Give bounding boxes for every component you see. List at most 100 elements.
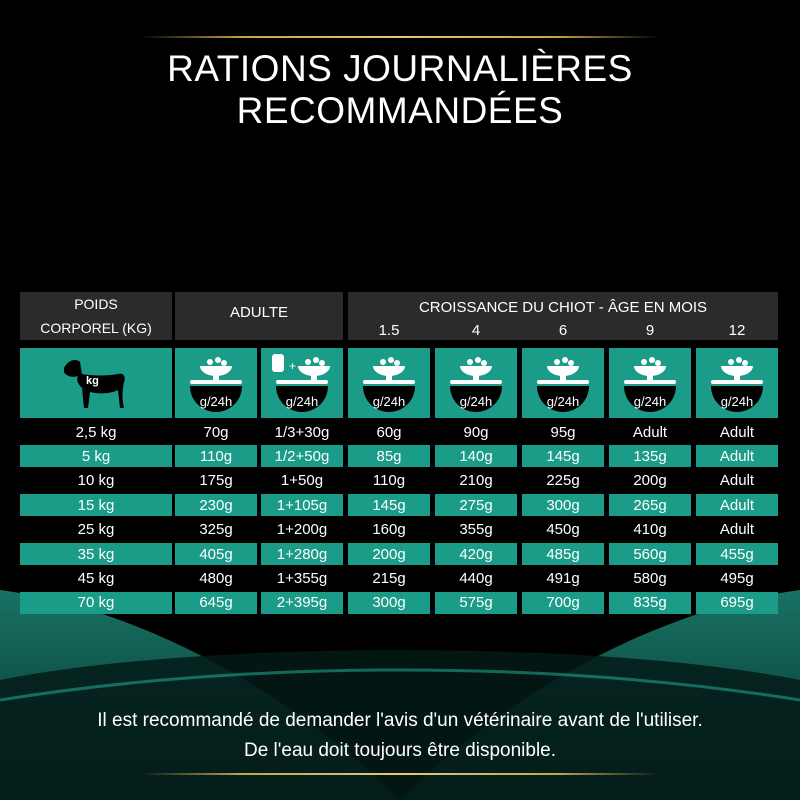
header-age: 12 — [728, 321, 746, 339]
ration-cell: 700g — [522, 591, 604, 614]
header-age: 1.5 — [378, 321, 400, 339]
ration-cell: 95g — [550, 423, 576, 441]
ration-cell: 110g — [175, 445, 257, 468]
header-growth-bg — [348, 292, 778, 340]
ration-cell: 1+280g — [261, 543, 343, 565]
ration-cell: 440g — [459, 569, 493, 587]
icon-cell: g/24h — [175, 348, 257, 418]
icon-cell: kg — [20, 348, 172, 418]
ration-cell: 1+355g — [276, 569, 328, 587]
ration-cell: 480g — [199, 569, 233, 587]
weight-cell: 70 kg — [20, 591, 172, 614]
ration-cell: 2+395g — [261, 591, 343, 614]
ration-unit: g/24h — [373, 394, 406, 409]
ration-icon: + g/24h — [272, 354, 330, 412]
ration-cell: Adult — [719, 423, 755, 441]
ration-icon: g/24h — [624, 357, 676, 412]
ration-cell: 491g — [546, 569, 580, 587]
ration-cell: 575g — [435, 591, 517, 614]
ration-cell: 1+200g — [276, 521, 328, 539]
weight-cell: 25 kg — [77, 521, 115, 539]
ration-cell: 160g — [372, 521, 406, 539]
ration-cell: 1+50g — [280, 472, 324, 490]
ration-unit: g/24h — [200, 394, 233, 409]
ration-cell: 420g — [435, 543, 517, 565]
ration-cell: 140g — [435, 445, 517, 468]
header-age: 9 — [645, 321, 655, 339]
ration-cell: 85g — [348, 445, 430, 468]
ration-icon: g/24h — [190, 357, 242, 412]
ration-cell: 405g — [175, 543, 257, 565]
weight-cell: 15 kg — [20, 494, 172, 517]
svg-text:+: + — [289, 359, 296, 373]
footer: Il est recommandé de demander l'avis d'u… — [0, 706, 800, 766]
ration-cell: Adult — [632, 423, 668, 441]
ration-icon: g/24h — [537, 357, 589, 412]
weight-cell: 2,5 kg — [75, 423, 117, 441]
ration-cell: 1+105g — [261, 494, 343, 517]
icon-cell: g/24h — [348, 348, 430, 418]
ration-cell: 560g — [609, 543, 691, 565]
weight-cell: 10 kg — [77, 472, 115, 490]
ration-cell: 300g — [348, 591, 430, 614]
ration-cell: 835g — [609, 591, 691, 614]
icon-cell: g/24h — [435, 348, 517, 418]
ration-cell: 230g — [175, 494, 257, 517]
ration-cell: 110g — [372, 472, 406, 490]
icon-cell: g/24h — [522, 348, 604, 418]
ration-cell: 1/2+50g — [261, 445, 343, 468]
ration-cell: 225g — [546, 472, 580, 490]
ration-cell: 90g — [463, 423, 489, 441]
ration-cell: 275g — [435, 494, 517, 517]
footer-line: Il est recommandé de demander l'avis d'u… — [97, 710, 703, 731]
ration-cell: 135g — [609, 445, 691, 468]
ration-cell: 200g — [348, 543, 430, 565]
ration-cell: 645g — [175, 591, 257, 614]
ration-cell: 70g — [203, 423, 229, 441]
ration-cell: 175g — [199, 472, 233, 490]
header-age: 6 — [558, 321, 568, 339]
header-weight-line: POIDS — [74, 296, 118, 312]
ration-cell: 215g — [372, 569, 406, 587]
header-adult: ADULTE — [175, 292, 343, 340]
weight-cell: 5 kg — [20, 445, 172, 468]
header-weight: POIDS CORPOREL (KG) — [20, 292, 172, 340]
ration-cell: 200g — [633, 472, 667, 490]
ration-cell: 455g — [696, 543, 778, 565]
ration-cell: 450g — [546, 521, 580, 539]
header-growth: CROISSANCE DU CHIOT - ÂGE EN MOIS — [418, 298, 708, 316]
header-age: 4 — [471, 321, 481, 339]
ration-cell: 265g — [609, 494, 691, 517]
weight-cell: 35 kg — [20, 543, 172, 565]
dog-icon: kg — [64, 360, 125, 408]
ration-unit: g/24h — [286, 394, 319, 409]
ration-cell: Adult — [719, 521, 755, 539]
gold-rule — [140, 773, 660, 775]
ration-unit: g/24h — [721, 394, 754, 409]
ration-cell: 210g — [459, 472, 493, 490]
ration-icon: g/24h — [711, 357, 763, 412]
ration-cell: 325g — [199, 521, 233, 539]
ration-cell: Adult — [719, 472, 755, 490]
ration-cell: 1/3+30g — [274, 423, 330, 441]
ration-cell: 495g — [720, 569, 754, 587]
footer-line: De l'eau doit toujours être disponible. — [243, 740, 557, 761]
ration-cell: 485g — [522, 543, 604, 565]
icon-cell: g/24h — [696, 348, 778, 418]
ration-cell: 695g — [696, 591, 778, 614]
icon-cell: + g/24h — [261, 348, 343, 418]
ration-cell: 580g — [633, 569, 667, 587]
title: RATIONS JOURNALIÈRES RECOMMANDÉES — [167, 48, 633, 131]
ration-icon: g/24h — [450, 357, 502, 412]
ration-cell: 145g — [522, 445, 604, 468]
header-weight-line: CORPOREL (KG) — [40, 320, 152, 336]
gold-rule — [140, 36, 660, 38]
weight-cell: 45 kg — [77, 569, 115, 587]
ration-cell: 60g — [376, 423, 402, 441]
ration-unit: g/24h — [460, 394, 493, 409]
ration-cell: 145g — [348, 494, 430, 517]
ration-cell: 355g — [459, 521, 493, 539]
weight-unit: kg — [86, 375, 99, 387]
ration-unit: g/24h — [634, 394, 667, 409]
